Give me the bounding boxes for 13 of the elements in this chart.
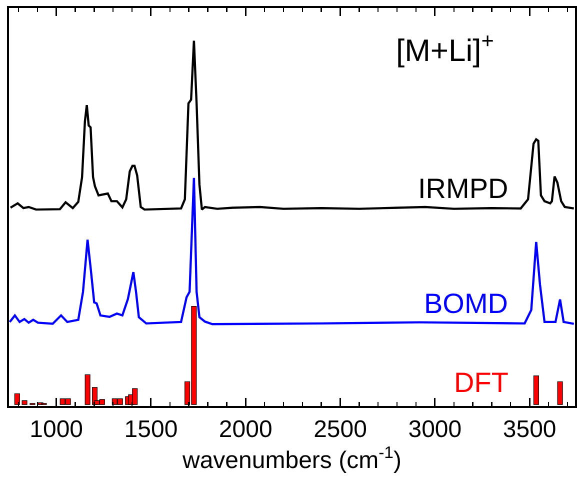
x-tick-label: 2500 bbox=[314, 416, 367, 443]
x-axis-title: wavenumbers (cm$^{-1}$) bbox=[182, 442, 402, 474]
bar bbox=[557, 381, 563, 405]
x-tick-label: 1500 bbox=[124, 416, 178, 443]
x-tick-label: 2000 bbox=[218, 416, 272, 443]
x-tick-label: 3000 bbox=[408, 416, 462, 443]
series-label: BOMD bbox=[424, 288, 508, 319]
series-label: IRMPD bbox=[418, 173, 508, 204]
x-tick-label: 1000 bbox=[30, 416, 84, 443]
bar bbox=[533, 376, 539, 405]
annotation: [M+Li]$^{+}$ bbox=[396, 28, 494, 68]
x-tick-label: 3500 bbox=[502, 416, 556, 443]
series-label: DFT bbox=[454, 367, 508, 398]
